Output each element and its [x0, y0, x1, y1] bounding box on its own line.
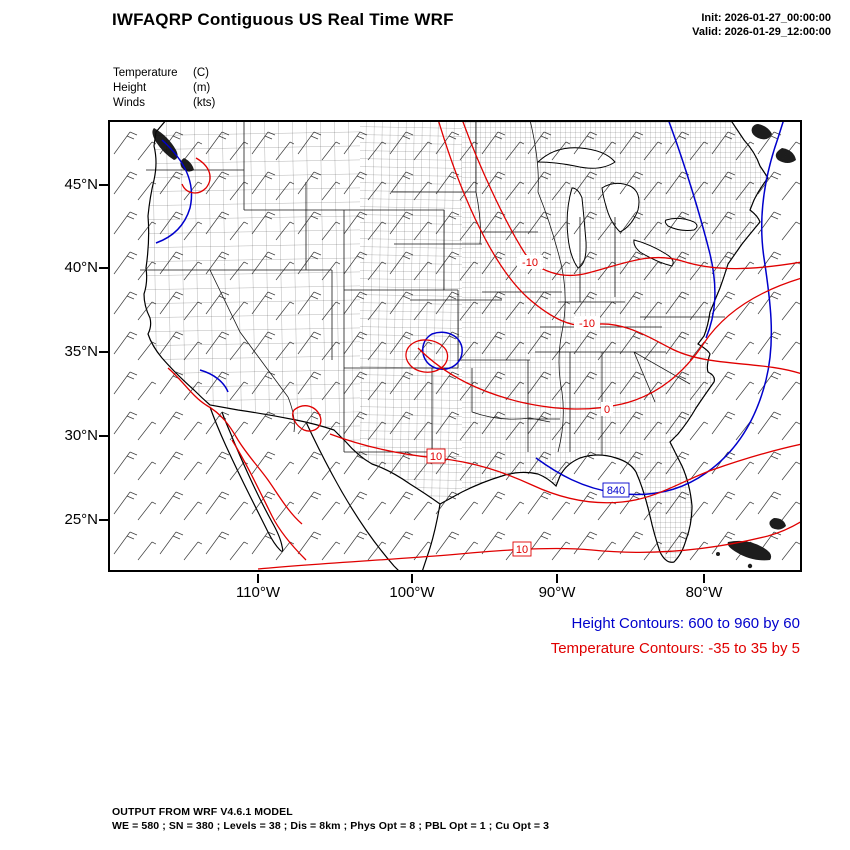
svg-text:10: 10 [430, 451, 442, 463]
model-output-line: OUTPUT FROM WRF V4.6.1 MODEL [112, 806, 293, 818]
y-axis-label-45n: 45°N [64, 176, 98, 193]
temp-contour-label: 0 [601, 402, 613, 416]
run-info: Init: 2026-01-27_00:00:00 Valid: 2026-01… [692, 11, 831, 39]
y-axis-tick [99, 267, 108, 269]
field-legend: Temperature (C) Height (m) Winds (kts) [113, 66, 215, 111]
legend-row-winds: Winds (kts) [113, 96, 215, 111]
wind-barbs-layer [110, 122, 800, 570]
temp-contour-label: -10 [517, 255, 543, 269]
temp-contour-label: 10 [512, 541, 532, 557]
y-axis-tick [99, 435, 108, 437]
legend-unit: (C) [193, 67, 209, 79]
map-frame: -10 -10 0 10 10 840 [108, 120, 802, 572]
svg-text:-10: -10 [579, 318, 595, 330]
height-contour-label: 840 [602, 482, 630, 498]
legend-row-temperature: Temperature (C) [113, 66, 215, 81]
temperature-contour-note: Temperature Contours: -35 to 35 by 5 [550, 640, 800, 657]
page-title: IWFAQRP Contiguous US Real Time WRF [112, 10, 454, 29]
y-axis-label-35n: 35°N [64, 343, 98, 360]
legend-label: Temperature [113, 67, 178, 79]
svg-text:0: 0 [604, 404, 610, 416]
legend-row-height: Height (m) [113, 81, 215, 96]
svg-text:840: 840 [607, 485, 625, 497]
y-axis-label-25n: 25°N [64, 511, 98, 528]
model-config-line: WE = 580 ; SN = 380 ; Levels = 38 ; Dis … [112, 820, 550, 832]
y-axis-label-30n: 30°N [64, 427, 98, 444]
legend-unit: (kts) [193, 97, 216, 109]
x-axis-label-90w: 90°W [538, 584, 576, 601]
y-axis-tick [99, 351, 108, 353]
x-axis-tick [257, 574, 259, 583]
init-time: Init: 2026-01-27_00:00:00 [701, 12, 831, 24]
x-axis-tick [411, 574, 413, 583]
legend-label: Winds [113, 97, 145, 109]
svg-text:-10: -10 [522, 257, 538, 269]
x-axis-tick [556, 574, 558, 583]
y-axis-tick [99, 519, 108, 521]
x-axis-tick [703, 574, 705, 583]
x-axis-label-100w: 100°W [389, 584, 435, 601]
height-contour-note: Height Contours: 600 to 960 by 60 [571, 615, 801, 632]
y-axis-tick [99, 184, 108, 186]
x-axis-label-80w: 80°W [685, 584, 723, 601]
x-axis-label-110w: 110°W [235, 584, 281, 601]
temp-contour-label: -10 [574, 316, 600, 330]
contour-notes: Height Contours: 600 to 960 by 60 Temper… [551, 611, 800, 661]
valid-time: Valid: 2026-01-29_12:00:00 [692, 26, 831, 38]
svg-text:10: 10 [516, 544, 528, 556]
temp-contour-label: 10 [426, 448, 446, 464]
conus-wrf-map: -10 -10 0 10 10 840 [110, 122, 800, 570]
y-axis-label-40n: 40°N [64, 259, 98, 276]
legend-label: Height [113, 82, 147, 94]
legend-unit: (m) [193, 82, 211, 94]
